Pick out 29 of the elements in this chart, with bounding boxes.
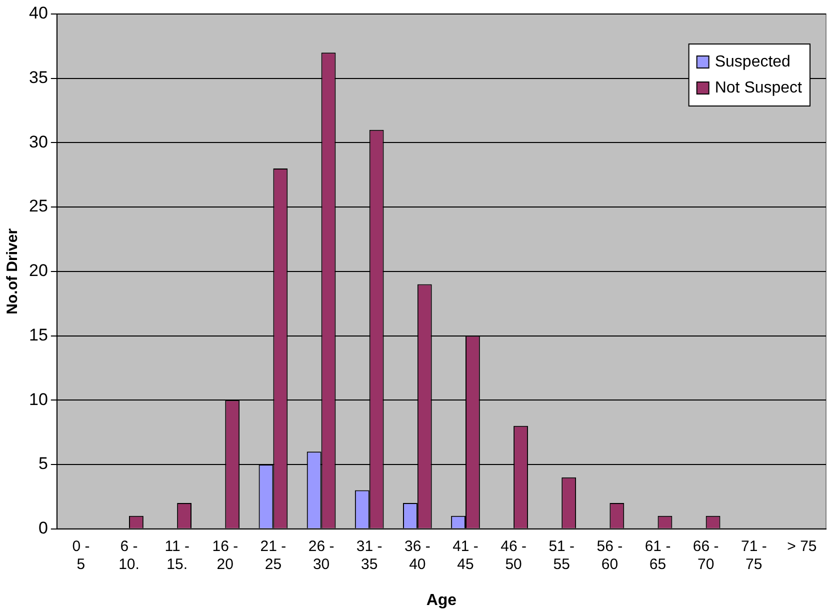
x-tick-label: 31 - 35	[356, 538, 382, 573]
y-tick-label: 25	[28, 196, 48, 216]
x-tick-label: 6 - 10.	[118, 538, 140, 573]
y-tick-label: 30	[28, 132, 48, 152]
y-tick-label: 35	[28, 68, 48, 88]
x-tick-label: 0 - 5	[72, 538, 90, 573]
x-tick-label: 41 - 45	[452, 538, 478, 573]
y-tick-label: 15	[28, 325, 48, 344]
y-tick-label: 10	[28, 390, 48, 409]
x-tick-label: 21 - 25	[260, 538, 286, 573]
x-tick-label: > 75	[787, 538, 817, 555]
x-tick-label: 11 - 15.	[164, 538, 190, 573]
x-tick-label: 16 - 20	[212, 538, 238, 573]
y-tick-label: 0	[38, 518, 48, 538]
x-tick-label: 56 - 60	[596, 538, 623, 573]
x-tick-label: 46 - 50	[500, 538, 526, 573]
x-tick-label: 66 - 70	[692, 538, 719, 573]
x-tick-label: 61 - 65	[644, 538, 671, 573]
x-tick-label: 26 - 30	[308, 538, 334, 573]
y-tick-label: 5	[38, 454, 48, 474]
y-axis-title: No.of Driver	[4, 228, 22, 314]
x-tick-label: 71 - 75	[740, 538, 767, 573]
y-tick-label: 40	[28, 4, 48, 23]
legend-label: Suspected	[714, 53, 790, 70]
legend-label: Not Suspect	[714, 79, 803, 96]
y-tick-label: 20	[28, 261, 48, 280]
x-tick-label: 36 - 40	[404, 538, 430, 573]
x-axis-title: Age	[426, 592, 457, 609]
x-tick-label: 51 - 55	[548, 538, 575, 573]
